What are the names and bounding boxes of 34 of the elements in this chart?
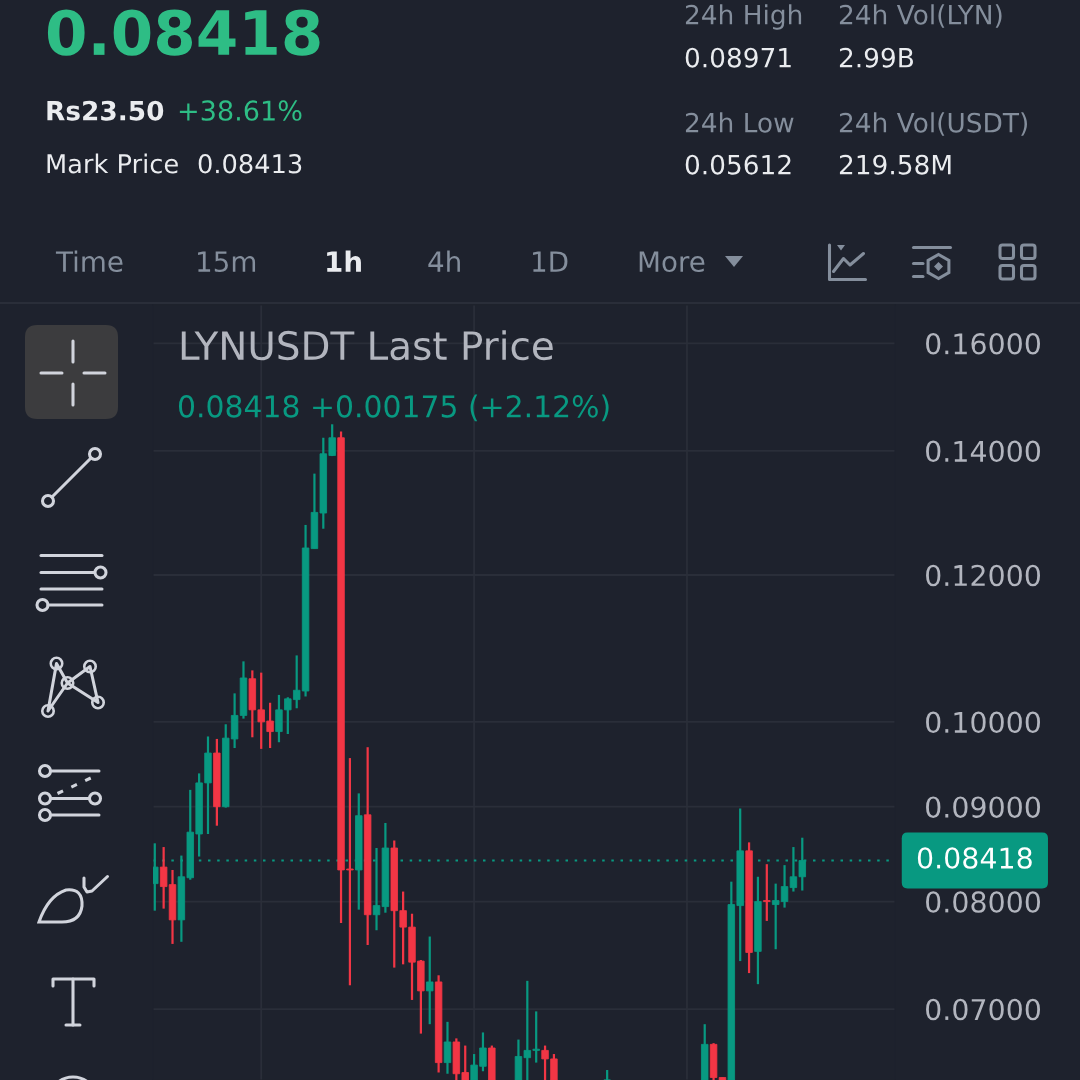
text: 24h Vol(USDT) — [839, 112, 1027, 136]
text: 219.58M — [839, 154, 951, 175]
text: More — [639, 251, 705, 273]
text: 0.08971 — [685, 47, 791, 68]
text: 24h High — [685, 4, 802, 30]
text: Mark Price — [47, 153, 178, 174]
text: Time — [55, 250, 123, 273]
text: 1h — [327, 250, 361, 272]
text: 15m — [198, 251, 256, 273]
text: 24h Vol(LYN) — [839, 4, 1002, 28]
y-tick-label: 0.12000 — [926, 564, 1041, 587]
y-tick-label: 0.14000 — [926, 440, 1041, 463]
text: Rs23.50 — [47, 100, 164, 121]
text: 24h Low — [685, 112, 794, 133]
text: 2.99B — [839, 47, 913, 68]
text: +38.61% — [179, 100, 302, 121]
candlestick — [443, 1020, 452, 1075]
y-tick-label: 0.08000 — [926, 891, 1041, 913]
ref-line-label: 0.08418 — [917, 847, 1032, 869]
text: 4h — [428, 250, 460, 272]
text: 0.08418 — [47, 9, 320, 56]
y-tick-label: 0.07000 — [926, 998, 1041, 1021]
y-tick-label: 0.16000 — [926, 333, 1041, 355]
text: 0.08413 — [198, 154, 302, 174]
candlestick — [153, 842, 159, 912]
text: LYNUSDT Last Price — [181, 330, 553, 361]
candlestick — [763, 863, 771, 923]
y-tick-label: 0.09000 — [926, 796, 1041, 818]
candlestick — [426, 935, 434, 1026]
text: 0.05612 — [685, 154, 791, 175]
text: 0.08418 +0.00175 (+2.12%) — [178, 394, 609, 422]
y-tick-label: 0.10000 — [926, 711, 1041, 734]
text: 1D — [533, 251, 568, 272]
candlestick — [603, 1068, 611, 1080]
